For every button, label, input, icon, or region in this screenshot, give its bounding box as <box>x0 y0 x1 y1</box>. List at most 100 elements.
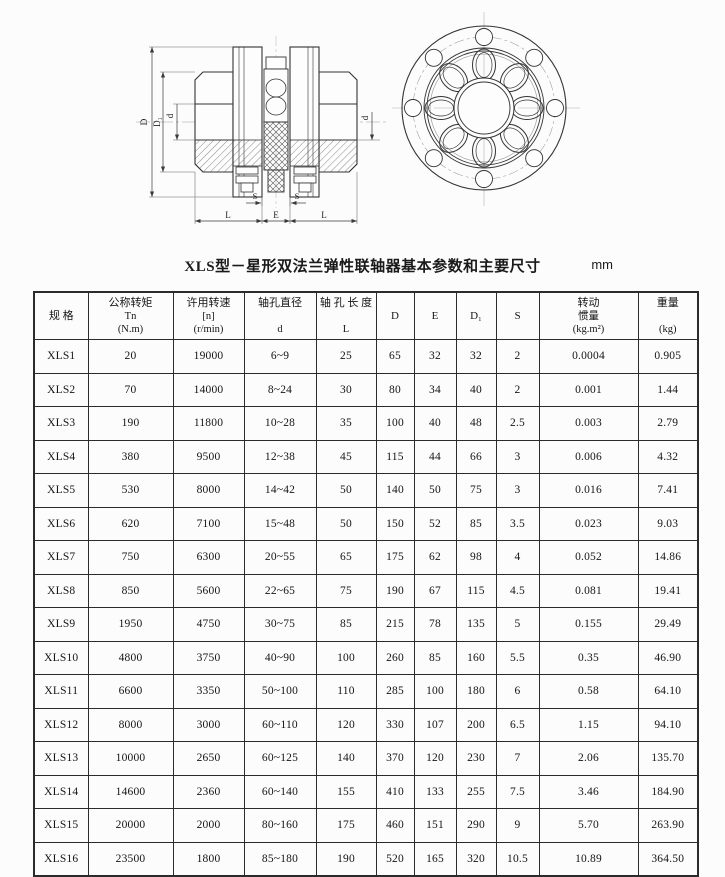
column-header-E: E <box>413 291 457 340</box>
table-cell: 30 <box>315 372 377 407</box>
table-cell: 175 <box>315 808 377 843</box>
table-cell: 34 <box>413 372 457 407</box>
table-cell: 10.89 <box>538 841 639 877</box>
table-cell: 10000 <box>87 741 174 776</box>
table-cell: 4.32 <box>637 439 699 474</box>
table-cell: 175 <box>375 540 415 575</box>
column-header-bore_l: 轴 孔 长 度 L <box>315 291 377 340</box>
table-cell: 0.001 <box>538 372 639 407</box>
table-cell: 460 <box>375 808 415 843</box>
row-label: XLS4 <box>33 439 89 474</box>
table-row: XLS14 14600 2360 60~140 155 410 133 255 7.5 3.46 1… <box>33 774 699 809</box>
table-row: XLS4 380 9500 12~38 45 115 44 66 3 0.006 4.32 <box>33 439 699 474</box>
table-cell: 62 <box>413 540 457 575</box>
header-line: 公称转矩 <box>108 296 153 309</box>
column-header-inertia: 转动 惯量 (kg.m²) <box>538 291 639 340</box>
title-row: XLS型－星形双法兰弹性联轴器基本参数和主要尺寸 mm <box>0 255 725 277</box>
table-row: XLS6 620 7100 15~48 50 150 52 85 3.5 0.023 9.03 <box>33 506 699 541</box>
header-line: 转动 <box>577 296 600 309</box>
table-cell: 150 <box>375 506 415 541</box>
table-cell: 40 <box>413 406 457 441</box>
table-cell: 4 <box>495 540 540 575</box>
table-cell: 45 <box>315 439 377 474</box>
table-cell: 8~24 <box>243 372 317 407</box>
dim-label-S-left: S <box>253 191 258 201</box>
table-cell: 20~55 <box>243 540 317 575</box>
table-cell: 80~160 <box>243 808 317 843</box>
header-line: d <box>277 323 283 335</box>
table-cell: 410 <box>375 774 415 809</box>
page-title: XLS型－星形双法兰弹性联轴器基本参数和主要尺寸 <box>184 259 541 275</box>
table-cell: 8000 <box>87 707 174 742</box>
table-row: XLS16 23500 1800 85~180 190 520 165 320 10.5 10.8… <box>33 841 699 877</box>
row-label: XLS15 <box>33 808 89 843</box>
table-cell: 215 <box>375 607 415 642</box>
table-cell: 2.06 <box>538 741 639 776</box>
header-line <box>317 310 376 323</box>
table-cell: 75 <box>315 573 377 608</box>
table-cell: 2 <box>495 372 540 407</box>
table-cell: 0.155 <box>538 607 639 642</box>
table-cell: 140 <box>315 741 377 776</box>
column-header-spec: 规 格 <box>33 291 89 340</box>
coupling-section-view: D D₁ d d S S L E L <box>136 36 386 224</box>
table-cell: 70 <box>87 372 174 407</box>
row-label: XLS6 <box>33 506 89 541</box>
table-cell: 60~140 <box>243 774 317 809</box>
row-label: XLS9 <box>33 607 89 642</box>
table-cell: 263.90 <box>637 808 699 843</box>
table-cell: 6~9 <box>243 339 317 374</box>
table-cell: 66 <box>455 439 497 474</box>
table-cell: 2 <box>495 339 540 374</box>
flange-bolt-detail <box>235 166 317 193</box>
table-cell: 29.49 <box>637 607 699 642</box>
table-cell: 1.15 <box>538 707 639 742</box>
table-cell: 260 <box>375 640 415 675</box>
table-cell: 3.5 <box>495 506 540 541</box>
table-cell: 330 <box>375 707 415 742</box>
table-cell: 3 <box>495 473 540 508</box>
header-line: D <box>391 309 399 322</box>
table-cell: 80 <box>375 372 415 407</box>
header-line: S <box>514 309 521 322</box>
header-line: 惯量 <box>578 310 599 322</box>
table-cell: 85 <box>455 506 497 541</box>
table-cell: 5600 <box>172 573 245 608</box>
table-cell: 3000 <box>172 707 245 742</box>
header-line: Tn <box>124 310 137 322</box>
table-cell: 19000 <box>172 339 245 374</box>
dim-label-D: D <box>140 118 150 125</box>
table-cell: 750 <box>87 540 174 575</box>
technical-drawing: D D₁ d d S S L E L <box>0 0 725 252</box>
table-cell: 50~100 <box>243 674 317 709</box>
table-cell: 67 <box>413 573 457 608</box>
table-cell: 5 <box>495 607 540 642</box>
table-cell: 11800 <box>172 406 245 441</box>
row-label: XLS12 <box>33 707 89 742</box>
table-cell: 6 <box>495 674 540 709</box>
row-label: XLS11 <box>33 674 89 709</box>
table-cell: 3 <box>495 439 540 474</box>
row-label: XLS2 <box>33 372 89 407</box>
table-cell: 52 <box>413 506 457 541</box>
table-cell: 50 <box>315 473 377 508</box>
table-cell: 190 <box>87 406 174 441</box>
table-cell: 2.5 <box>495 406 540 441</box>
table-row: XLS11 6600 3350 50~100 110 285 100 180 6 0.58 64.1… <box>33 674 699 709</box>
header-line: (N.m) <box>117 323 144 335</box>
table-cell: 180 <box>455 674 497 709</box>
row-label: XLS1 <box>33 339 89 374</box>
table-cell: 100 <box>375 406 415 441</box>
table-cell: 4800 <box>87 640 174 675</box>
table-cell: 2.79 <box>637 406 699 441</box>
table-cell: 285 <box>375 674 415 709</box>
table-cell: 0.905 <box>637 339 699 374</box>
table-cell: 50 <box>315 506 377 541</box>
table-cell: 190 <box>375 573 415 608</box>
table-cell: 200 <box>455 707 497 742</box>
dim-label-d-right: d <box>360 115 370 120</box>
table-cell: 40 <box>455 372 497 407</box>
